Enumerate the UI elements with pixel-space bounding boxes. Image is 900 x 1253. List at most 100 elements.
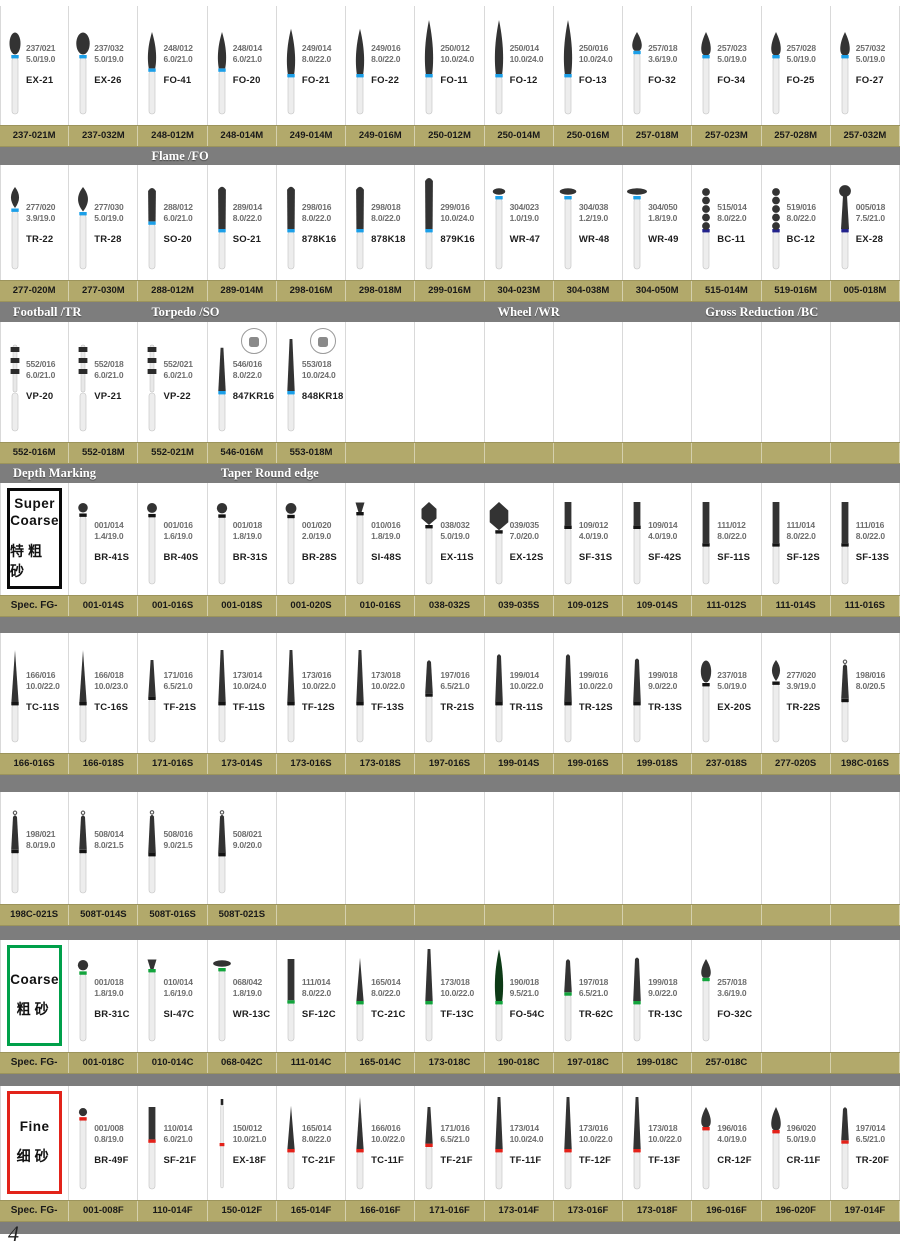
order-code: 257-018M xyxy=(623,126,693,146)
spec-ratio: 196/020 xyxy=(786,1123,817,1133)
order-code: 001-008F xyxy=(69,1201,139,1221)
bur-icon xyxy=(278,173,304,278)
grit-label-cell: Super Coarse 特粗砂 xyxy=(0,483,70,595)
product-text: 257/018 3.6/19.0 FO-32C xyxy=(717,977,759,1020)
spec-ratio: 198/021 xyxy=(26,829,56,839)
spec-size: 10.0/22.0 xyxy=(509,681,544,692)
grit-name-cn: 特粗砂 xyxy=(10,542,46,579)
order-code-bar: 166-016S 166-018S 171-016S 173-014S 173-016S… xyxy=(0,753,900,775)
order-code-empty xyxy=(692,905,762,925)
product-text: 039/035 7.0/20.0 EX-12S xyxy=(510,520,552,563)
empty-cell xyxy=(831,940,900,1052)
model-label: FO-21 xyxy=(301,74,330,86)
bur-icon xyxy=(763,1093,789,1198)
order-code: 508T-016S xyxy=(138,905,208,925)
product-text: 237/018 5.0/19.0 EX-20S xyxy=(717,670,759,713)
product-text: 237/032 5.0/19.0 EX-26 xyxy=(94,43,136,86)
bur-icon xyxy=(70,1093,96,1198)
bur-icon xyxy=(209,335,235,440)
order-code-bar: Spec. FG- 001-008F 110-014F 150-012F 165-014… xyxy=(0,1200,900,1222)
section-band xyxy=(0,1074,900,1086)
product-cell: 197/014 6.5/21.0 TR-20F xyxy=(831,1086,900,1200)
section-label: Depth Marking xyxy=(13,466,96,480)
bur-icon xyxy=(555,488,581,593)
model-label: 878K16 xyxy=(301,233,337,245)
spec-size: 8.0/22.0 xyxy=(371,988,401,999)
spec-size: 10.0/24.0 xyxy=(440,54,475,65)
product-text: 190/018 9.5/21.0 FO-54C xyxy=(510,977,552,1020)
order-code-empty xyxy=(762,443,831,463)
spec-ratio: 198/016 xyxy=(855,670,886,680)
bur-icon xyxy=(555,945,581,1050)
product-cell: 237/021 5.0/19.0 EX-21 xyxy=(0,6,70,125)
spec-size: 8.0/22.0 xyxy=(786,213,816,224)
model-label: TC-21C xyxy=(371,1008,406,1020)
bur-icon xyxy=(486,18,512,123)
product-cell: 508/021 9.0/20.0 xyxy=(208,792,277,904)
model-label: BR-31C xyxy=(94,1008,130,1020)
order-code-empty xyxy=(831,905,900,925)
order-code-empty xyxy=(346,443,416,463)
product-text: 001/014 1.4/19.0 BR-41S xyxy=(94,520,136,563)
product-text: 298/016 8.0/22.0 878K16 xyxy=(302,202,344,245)
bur-icon xyxy=(139,18,165,123)
spec-ratio: 277/020 xyxy=(786,670,817,680)
order-code-empty xyxy=(762,905,831,925)
model-label: TR-12S xyxy=(578,701,613,713)
order-code-bar: Spec. FG- 001-014S 001-016S 001-018S 001-020… xyxy=(0,595,900,617)
model-label: FO-27 xyxy=(855,74,884,86)
section-label: Taper Round edge xyxy=(220,466,319,480)
order-code: 198C-021S xyxy=(0,905,70,925)
product-cell: 173/016 10.0/22.0 TF-12F xyxy=(554,1086,624,1200)
product-cell: 508/016 9.0/21.5 xyxy=(138,792,208,904)
spec-size: 6.0/21.0 xyxy=(163,54,193,65)
spec-ratio: 515/014 xyxy=(717,202,747,212)
spec-ratio: 257/023 xyxy=(717,43,747,53)
model-label: SF-11S xyxy=(717,551,751,563)
product-text: 546/016 8.0/22.0 847KR16 xyxy=(233,359,275,402)
model-label: EX-28 xyxy=(855,233,884,245)
model-label: TF-13F xyxy=(648,1154,681,1166)
product-cell: 237/018 5.0/19.0 EX-20S xyxy=(692,633,762,753)
product-cell: 237/032 5.0/19.0 EX-26 xyxy=(69,6,139,125)
model-label: TR-13S xyxy=(648,701,682,713)
model-label: FO-54C xyxy=(509,1008,545,1020)
product-text: 173/018 10.0/22.0 TF-13F xyxy=(648,1123,690,1166)
product-text: 001/016 1.6/19.0 BR-40S xyxy=(163,520,205,563)
catalog-row-r2: 277/020 3.9/19.0 TR-22 277/030 5.0/19.0 … xyxy=(0,165,900,322)
spec-ratio: 248/014 xyxy=(232,43,263,53)
order-code: 257-018C xyxy=(692,1053,762,1073)
bur-icon xyxy=(278,1093,304,1198)
product-text: 038/032 5.0/19.0 EX-11S xyxy=(440,520,482,563)
bur-icon xyxy=(70,945,96,1050)
order-code: 165-014F xyxy=(277,1201,347,1221)
order-code-empty xyxy=(831,443,900,463)
product-text: 519/016 8.0/22.0 BC-12 xyxy=(787,202,829,245)
product-text: 150/012 10.0/21.0 EX-18F xyxy=(233,1123,275,1166)
order-code: 001-016S xyxy=(138,596,208,616)
model-label: BR-40S xyxy=(163,551,199,563)
bur-icon xyxy=(2,797,28,902)
empty-cell xyxy=(485,792,554,904)
product-text: 248/012 6.0/21.0 FO-41 xyxy=(163,43,205,86)
model-label: SF-12C xyxy=(301,1008,336,1020)
product-text: 173/018 10.0/22.0 TF-13S xyxy=(371,670,413,713)
product-cell: 196/020 5.0/19.0 CR-11F xyxy=(762,1086,831,1200)
order-code: 166-018S xyxy=(69,754,139,774)
order-code: 304-050M xyxy=(623,281,693,301)
order-code-empty xyxy=(346,905,416,925)
order-code: 237-032M xyxy=(69,126,139,146)
bur-icon xyxy=(209,797,235,902)
spec-ratio: 001/018 xyxy=(232,520,263,530)
product-cell: 299/016 10.0/24.0 879K16 xyxy=(415,165,485,280)
spec-ratio: 010/016 xyxy=(371,520,401,530)
spec-size: 8.0/22.0 xyxy=(232,370,262,381)
model-label: TR-22S xyxy=(786,701,821,713)
model-label: TC-11S xyxy=(26,701,60,713)
spec-ratio: 299/016 xyxy=(440,202,470,212)
order-code: 546-016M xyxy=(208,443,277,463)
model-label: 879K16 xyxy=(440,233,475,245)
model-label: TR-22 xyxy=(26,233,54,245)
round-edge-inset-icon xyxy=(309,328,336,354)
bur-icon xyxy=(70,488,96,593)
